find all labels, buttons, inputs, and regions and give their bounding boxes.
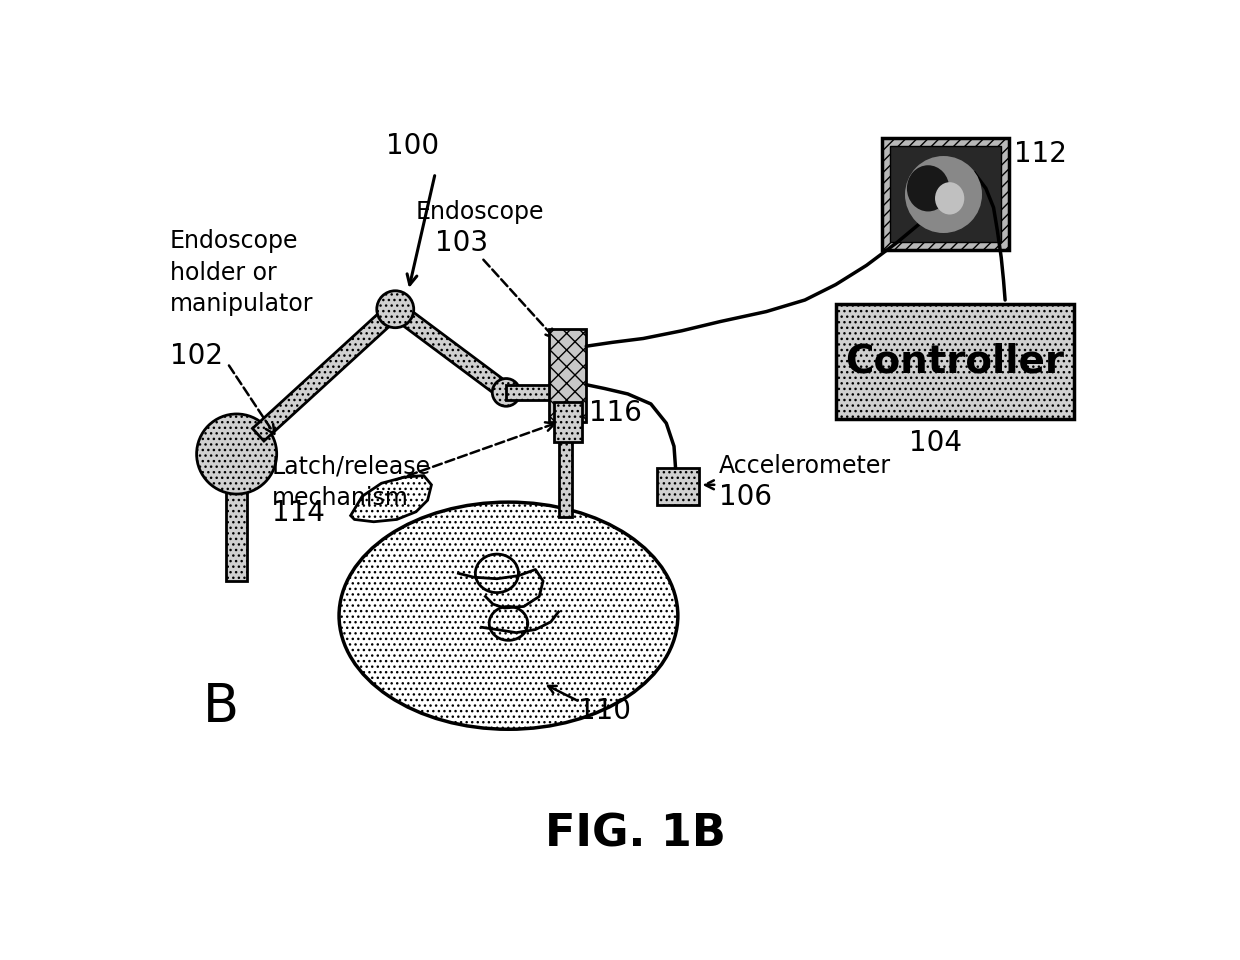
Polygon shape [391,302,510,397]
Bar [506,385,551,400]
Circle shape [492,378,520,406]
Text: 116: 116 [589,398,642,426]
Bar [882,138,1009,250]
Ellipse shape [935,182,965,214]
Ellipse shape [339,502,678,730]
Circle shape [197,414,277,494]
Text: 106: 106 [719,483,771,512]
Text: 100: 100 [386,132,439,160]
Bar [889,146,1001,242]
Polygon shape [253,305,399,441]
Text: 103: 103 [435,229,489,257]
Text: Controller: Controller [846,343,1065,380]
Ellipse shape [905,156,982,233]
Text: Endoscope
holder or
manipulator: Endoscope holder or manipulator [170,229,314,317]
Text: 104: 104 [909,429,962,457]
Text: Latch/release
mechanism: Latch/release mechanism [272,454,432,510]
Text: 110: 110 [578,697,631,725]
Bar [549,329,587,421]
Text: 114: 114 [272,498,325,527]
Circle shape [377,291,414,327]
Bar [226,420,248,581]
Ellipse shape [906,165,950,211]
Polygon shape [351,475,432,522]
Bar [657,468,699,505]
Text: 112: 112 [1014,140,1068,168]
Bar [836,304,1074,420]
Text: Endoscope: Endoscope [417,200,544,224]
Text: B: B [203,682,239,733]
Text: 102: 102 [170,343,223,371]
Bar [554,401,582,442]
Text: FIG. 1B: FIG. 1B [546,812,725,855]
Bar [558,440,573,517]
Text: Accelerometer: Accelerometer [719,454,890,478]
